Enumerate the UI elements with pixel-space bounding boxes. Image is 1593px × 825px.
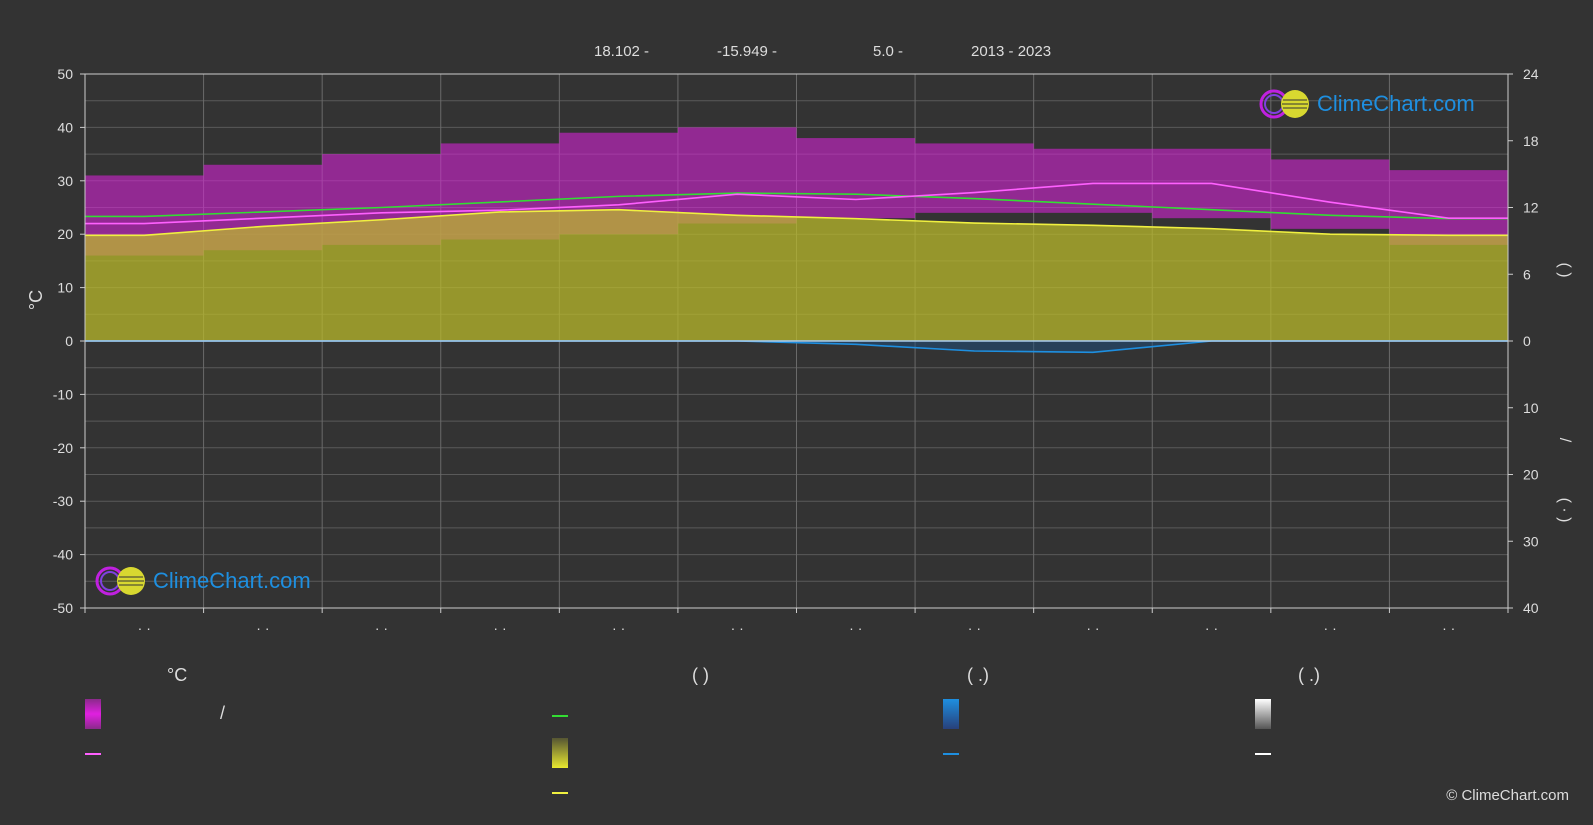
x-tick-label: · · [612, 620, 625, 636]
y-tick-left: 40 [57, 119, 73, 135]
legend-snow-title: ( .) [1298, 665, 1320, 685]
legend-snow-line [1255, 753, 1271, 755]
logo-top[interactable]: ClimeChart.com [1259, 88, 1475, 120]
years-label: 2013 - 2023 [971, 43, 1052, 60]
temperature-range-bar [796, 138, 916, 219]
legend-snow-swatch [1255, 699, 1271, 729]
y-tick-left: -40 [53, 547, 73, 563]
left-axis-unit: °C [26, 290, 46, 310]
x-tick-label: · · [256, 620, 269, 636]
legend-daylight-line [552, 715, 568, 717]
y-tick-right-precip: 30 [1523, 533, 1539, 549]
logo-icon [95, 566, 145, 596]
y-tick-left: 20 [57, 226, 73, 242]
temperature-range-bar [677, 127, 797, 224]
rain-area [85, 341, 1508, 353]
axes: 50 40 30 20 10 0 -10 -20 -30 -40 -50 24 18 12 6 0 10 20 30… [26, 66, 1573, 636]
temperature-range-bar [1389, 170, 1508, 245]
y-tick-left: -20 [53, 440, 73, 456]
copyright: © ClimeChart.com [1446, 787, 1569, 804]
legend-sunshine-title: ( ) [692, 665, 709, 685]
y-tick-right-sun: 12 [1523, 200, 1539, 216]
y-tick-right-precip: 10 [1523, 400, 1539, 416]
logo-bottom[interactable]: ClimeChart.com [95, 565, 311, 597]
logo-icon [1259, 89, 1309, 119]
legend-sunshine-line [552, 792, 568, 794]
y-tick-left: -50 [53, 600, 73, 616]
y-tick-left: 30 [57, 173, 73, 189]
temperature-range-bar [1270, 159, 1390, 229]
y-tick-left: 10 [57, 280, 73, 296]
y-tick-left: 50 [57, 66, 73, 82]
x-tick-label: · · [138, 620, 151, 636]
x-tick-label: · · [1205, 620, 1218, 636]
x-tick-label: · · [1442, 620, 1455, 636]
series-lines [85, 182, 1508, 354]
temperature-range-bar [915, 143, 1034, 213]
y-tick-left: -30 [53, 493, 73, 509]
x-tick-label: · · [1324, 620, 1337, 636]
sunshine-area-fill [85, 209, 1508, 341]
y-tick-right-sun: 6 [1523, 266, 1531, 282]
sunshine-area [85, 209, 1508, 341]
x-tick-label: · · [375, 620, 388, 636]
x-tick-label: · · [1086, 620, 1099, 636]
x-tick-label: · · [968, 620, 981, 636]
right-axis-precip-unit: ( · ) [1556, 498, 1573, 523]
y-tick-right-precip: 20 [1523, 467, 1539, 483]
logo-text: ClimeChart.com [153, 568, 311, 593]
sunshine-line [85, 208, 1508, 237]
daylight-line [85, 192, 1508, 220]
y-tick-right-precip: 40 [1523, 600, 1539, 616]
x-tick-label: · · [849, 620, 862, 636]
legend-avg-temp-line [85, 753, 101, 755]
elevation-label: 5.0 - [873, 43, 904, 60]
temperature-range-bar [1033, 148, 1153, 213]
y-tick-left: -10 [53, 386, 73, 402]
latitude-label: 18.102 - [594, 43, 650, 60]
legend-rain-line [943, 753, 959, 755]
legend-rain-title: ( .) [967, 665, 989, 685]
x-tick-label: · · [493, 620, 506, 636]
right-axis-precip-slash: / [1556, 438, 1573, 443]
legend-temperature-title: °C [167, 665, 188, 685]
y-tick-right-sun: 0 [1523, 333, 1531, 349]
right-axis-sun-label: ( ) [1556, 262, 1573, 277]
y-tick-right-sun: 18 [1523, 133, 1539, 149]
legend-range-slash: / [220, 703, 226, 723]
legend-sunshine-swatch [552, 738, 568, 768]
avg-temp-line [85, 182, 1508, 225]
y-tick-right-sun: 24 [1523, 66, 1539, 82]
legend-daily-range-swatch [85, 699, 101, 729]
rain-area-fill [85, 341, 1508, 353]
x-tick-label: · · [731, 620, 744, 636]
legend-rain-swatch [943, 699, 959, 729]
y-tick-left: 0 [65, 333, 73, 349]
logo-text: ClimeChart.com [1317, 91, 1475, 116]
longitude-label: -15.949 - [717, 43, 778, 60]
